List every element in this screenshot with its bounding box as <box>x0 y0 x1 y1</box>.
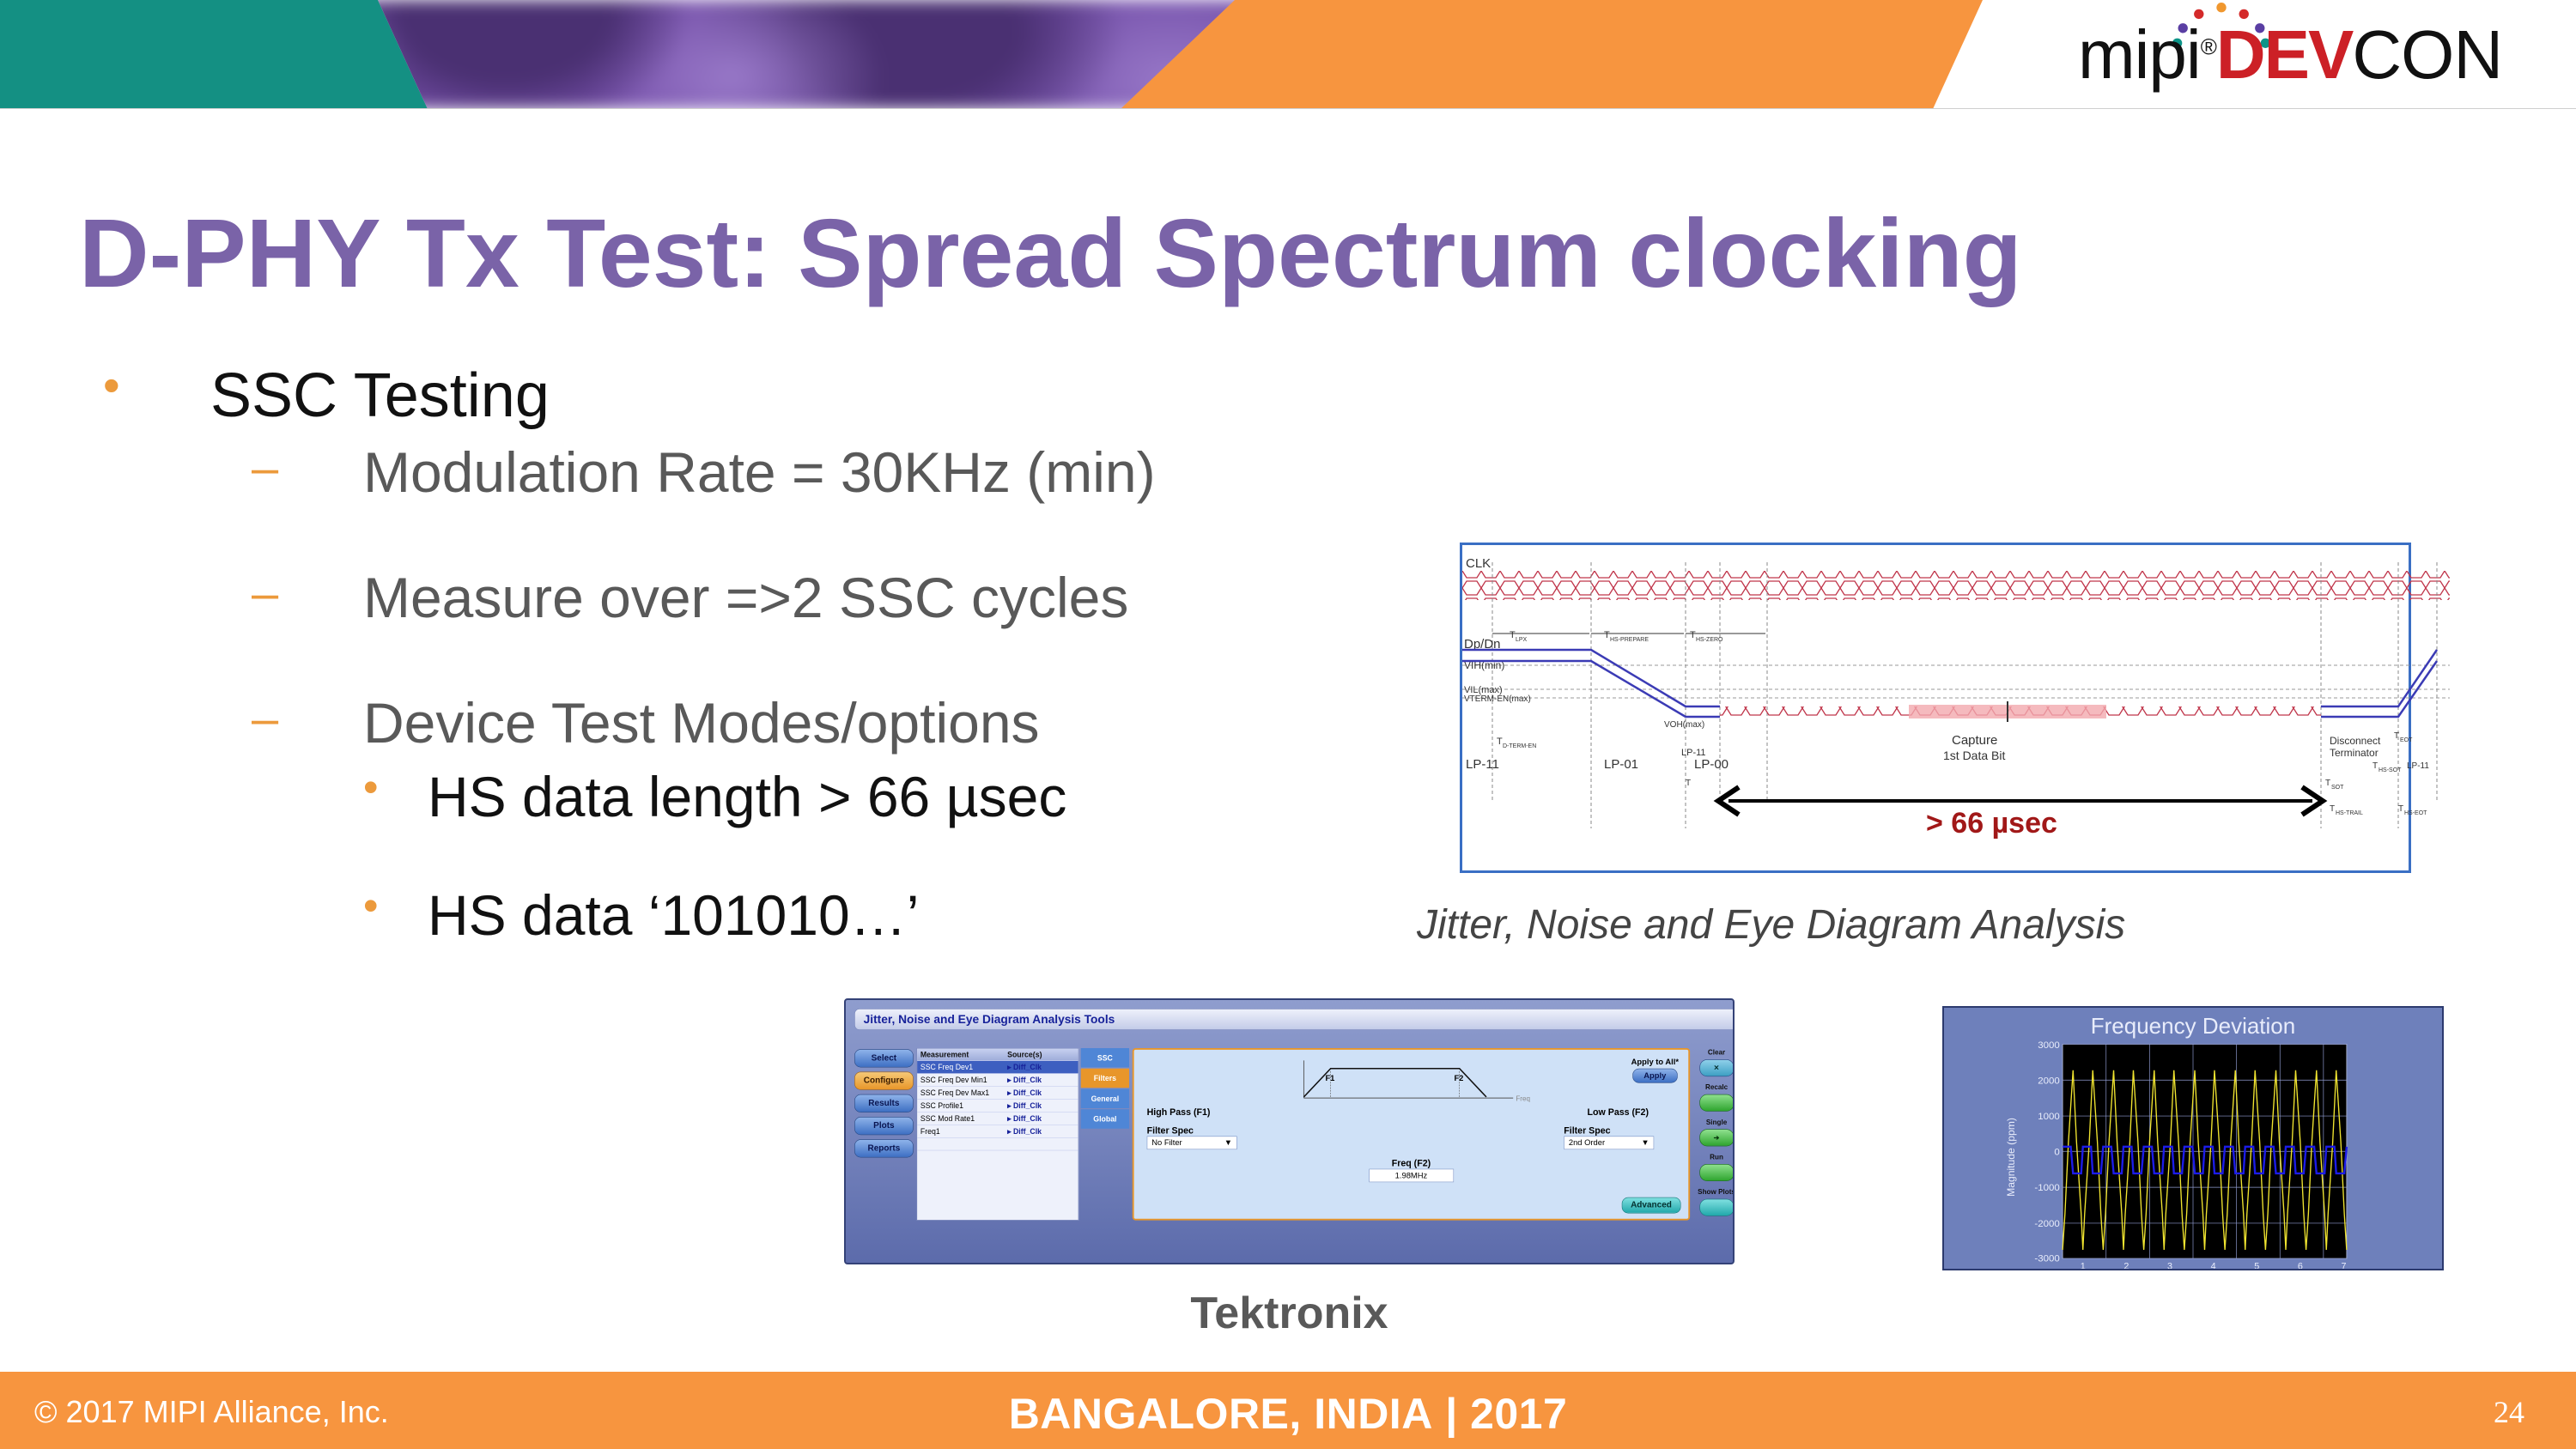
svg-text:HS-SOT: HS-SOT <box>2379 767 2402 773</box>
svg-text:CLK: CLK <box>1466 556 1491 571</box>
svg-text:LPX: LPX <box>1516 637 1528 643</box>
svg-text:2: 2 <box>2123 1261 2129 1270</box>
svg-text:Disconnect: Disconnect <box>2330 735 2381 747</box>
svg-text:D-TERM-EN: D-TERM-EN <box>1503 743 1536 749</box>
svg-text:-1000: -1000 <box>2034 1183 2059 1193</box>
svg-text:VTERM-EN(max): VTERM-EN(max) <box>1464 694 1531 704</box>
svg-text:T: T <box>2325 779 2330 788</box>
svg-text:T: T <box>1510 630 1516 640</box>
svg-text:5: 5 <box>2254 1261 2259 1270</box>
svg-text:7: 7 <box>2341 1261 2346 1270</box>
svg-text:-2000: -2000 <box>2034 1219 2059 1229</box>
svg-text:> 66 µsec: > 66 µsec <box>1926 807 2057 840</box>
svg-text:EOT: EOT <box>2400 737 2413 743</box>
svg-text:LP-11: LP-11 <box>1466 757 1499 772</box>
svg-text:HS-TRAIL: HS-TRAIL <box>2336 810 2363 816</box>
svg-text:T: T <box>1690 630 1696 640</box>
svg-text:3: 3 <box>2167 1261 2172 1270</box>
svg-text:1st Data Bit: 1st Data Bit <box>1943 749 2005 762</box>
svg-text:HS-PREPARE: HS-PREPARE <box>1610 637 1649 643</box>
svg-text:F2: F2 <box>1454 1074 1463 1082</box>
svg-text:HS-ZERO: HS-ZERO <box>1696 637 1723 643</box>
svg-text:1000: 1000 <box>2038 1112 2060 1122</box>
svg-text:T: T <box>1686 779 1691 788</box>
svg-text:4: 4 <box>2211 1261 2216 1270</box>
svg-text:LP-00: LP-00 <box>1694 757 1728 772</box>
svg-text:2000: 2000 <box>2038 1076 2060 1086</box>
svg-text:SOT: SOT <box>2331 785 2344 791</box>
svg-text:T: T <box>2394 731 2399 741</box>
svg-text:T: T <box>1497 737 1503 747</box>
svg-text:T: T <box>1604 630 1610 640</box>
svg-text:3000: 3000 <box>2038 1041 2060 1051</box>
svg-text:T: T <box>2398 804 2403 814</box>
svg-text:0: 0 <box>2054 1147 2059 1157</box>
svg-text:HS-EOT: HS-EOT <box>2404 810 2427 816</box>
svg-text:Freq: Freq <box>1516 1094 1530 1102</box>
svg-text:LP-11: LP-11 <box>2407 761 2429 771</box>
svg-text:Capture: Capture <box>1952 733 1997 748</box>
svg-text:VOH(max): VOH(max) <box>1664 720 1704 730</box>
svg-text:-3000: -3000 <box>2034 1254 2059 1264</box>
svg-text:1: 1 <box>2081 1261 2086 1270</box>
svg-text:LP-01: LP-01 <box>1604 757 1638 772</box>
svg-text:F1: F1 <box>1325 1074 1334 1082</box>
svg-text:T: T <box>2330 804 2335 814</box>
svg-text:6: 6 <box>2298 1261 2303 1270</box>
svg-text:Magnitude (ppm): Magnitude (ppm) <box>2005 1118 2017 1197</box>
svg-text:Terminator: Terminator <box>2330 747 2379 759</box>
svg-text:T: T <box>2372 761 2378 771</box>
